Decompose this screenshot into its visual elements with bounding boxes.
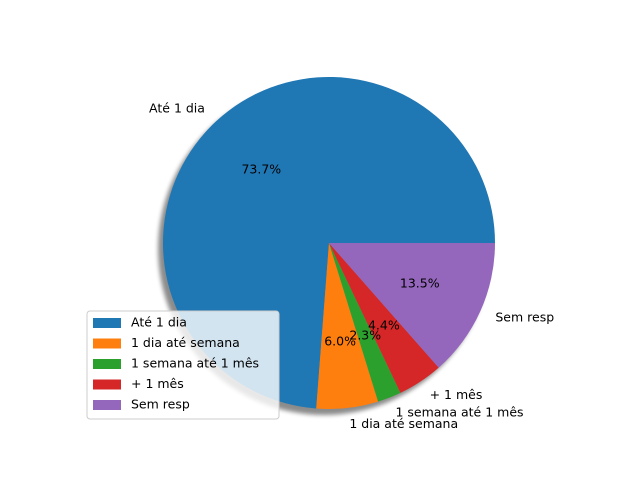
pie-slice-1-semana-at-1-m-s <box>329 243 401 402</box>
slice-label-1-dia-at-semana: 1 dia até semana <box>349 416 458 431</box>
legend-label-at-1-dia: Até 1 dia <box>131 315 187 330</box>
slice-label-1-semana-at-1-m-s: 1 semana até 1 mês <box>395 405 523 420</box>
legend-label-1-semana-at-1-m-s: 1 semana até 1 mês <box>131 356 259 371</box>
pie-slice-1-m-s <box>329 243 439 393</box>
pie-slice-1-dia-at-semana <box>316 243 379 409</box>
legend: Até 1 dia 1 dia até semana 1 semana até 1 … <box>86 310 280 420</box>
legend-label-1-dia-at-semana: 1 dia até semana <box>131 335 240 350</box>
legend-label-sem-resp: Sem resp <box>131 397 190 412</box>
percent-labels: 73.7% 6.0%2.3%4.4% 13.5% <box>241 161 439 348</box>
slice-label-sem-resp: Sem resp <box>495 310 554 325</box>
legend-label-1-m-s: + 1 mês <box>131 376 184 391</box>
percent-label-1-dia-at-semana: 6.0% <box>324 333 356 348</box>
legend-frame <box>86 310 280 420</box>
legend-swatch-at-1-dia <box>93 318 121 328</box>
legend-swatch-1-semana-at-1-m-s <box>93 359 121 369</box>
legend-swatch-sem-resp <box>93 400 121 410</box>
slice-label-at-1-dia: Até 1 dia <box>149 101 205 116</box>
legend-swatch-1-dia-at-semana <box>93 338 121 349</box>
percent-label-at-1-dia: 73.7% <box>241 161 281 176</box>
percent-label-1-m-s: 4.4% <box>368 318 400 333</box>
pie-slice-sem-resp <box>329 243 495 368</box>
slice-label-1-m-s: + 1 mês <box>430 387 483 402</box>
legend-swatch-1-m-s <box>93 379 121 390</box>
percent-label-1-semana-at-1-m-s: 2.3% <box>349 327 381 342</box>
percent-label-sem-resp: 13.5% <box>400 276 440 291</box>
